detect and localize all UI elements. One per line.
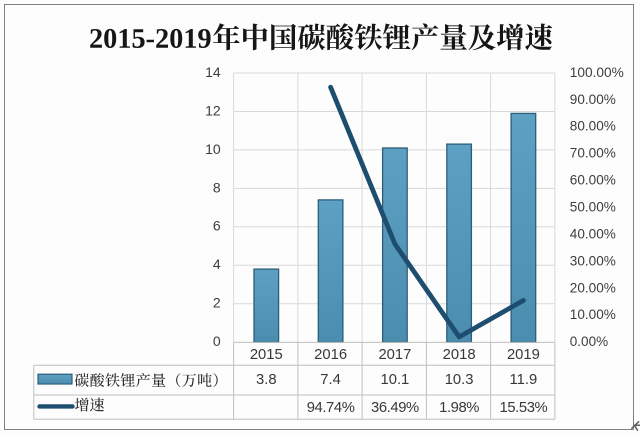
- svg-text:15.53%: 15.53%: [500, 400, 548, 416]
- svg-text:80.00%: 80.00%: [570, 119, 616, 134]
- svg-text:3.8: 3.8: [256, 372, 277, 388]
- svg-text:4: 4: [213, 256, 221, 272]
- svg-text:6: 6: [213, 218, 221, 234]
- svg-text:2018: 2018: [443, 347, 476, 363]
- svg-text:94.74%: 94.74%: [307, 400, 355, 416]
- svg-text:2017: 2017: [378, 347, 411, 363]
- svg-text:2015: 2015: [250, 347, 283, 363]
- svg-text:50.00%: 50.00%: [570, 200, 616, 215]
- svg-text:30.00%: 30.00%: [570, 253, 616, 268]
- svg-text:10.1: 10.1: [380, 372, 409, 388]
- svg-text:11.9: 11.9: [510, 372, 538, 388]
- svg-text:12: 12: [205, 102, 221, 118]
- svg-text:70.00%: 70.00%: [570, 146, 616, 161]
- svg-text:0.00%: 0.00%: [570, 334, 608, 349]
- svg-text:2016: 2016: [314, 347, 347, 363]
- svg-text:1.98%: 1.98%: [439, 400, 479, 416]
- svg-text:10.3: 10.3: [445, 372, 474, 388]
- svg-text:60.00%: 60.00%: [570, 173, 616, 188]
- svg-text:10: 10: [205, 141, 221, 157]
- svg-text:90.00%: 90.00%: [570, 92, 616, 107]
- svg-text:10.00%: 10.00%: [570, 307, 616, 322]
- svg-text:7.4: 7.4: [320, 372, 341, 388]
- svg-text:20.00%: 20.00%: [570, 280, 616, 295]
- svg-text:2019: 2019: [507, 347, 540, 363]
- svg-text:8: 8: [213, 179, 221, 195]
- svg-text:14: 14: [205, 64, 221, 80]
- svg-text:100.00%: 100.00%: [570, 65, 624, 80]
- svg-text:0: 0: [213, 333, 221, 349]
- svg-text:2: 2: [213, 295, 221, 311]
- svg-text:40.00%: 40.00%: [570, 226, 616, 241]
- svg-text:36.49%: 36.49%: [371, 400, 419, 416]
